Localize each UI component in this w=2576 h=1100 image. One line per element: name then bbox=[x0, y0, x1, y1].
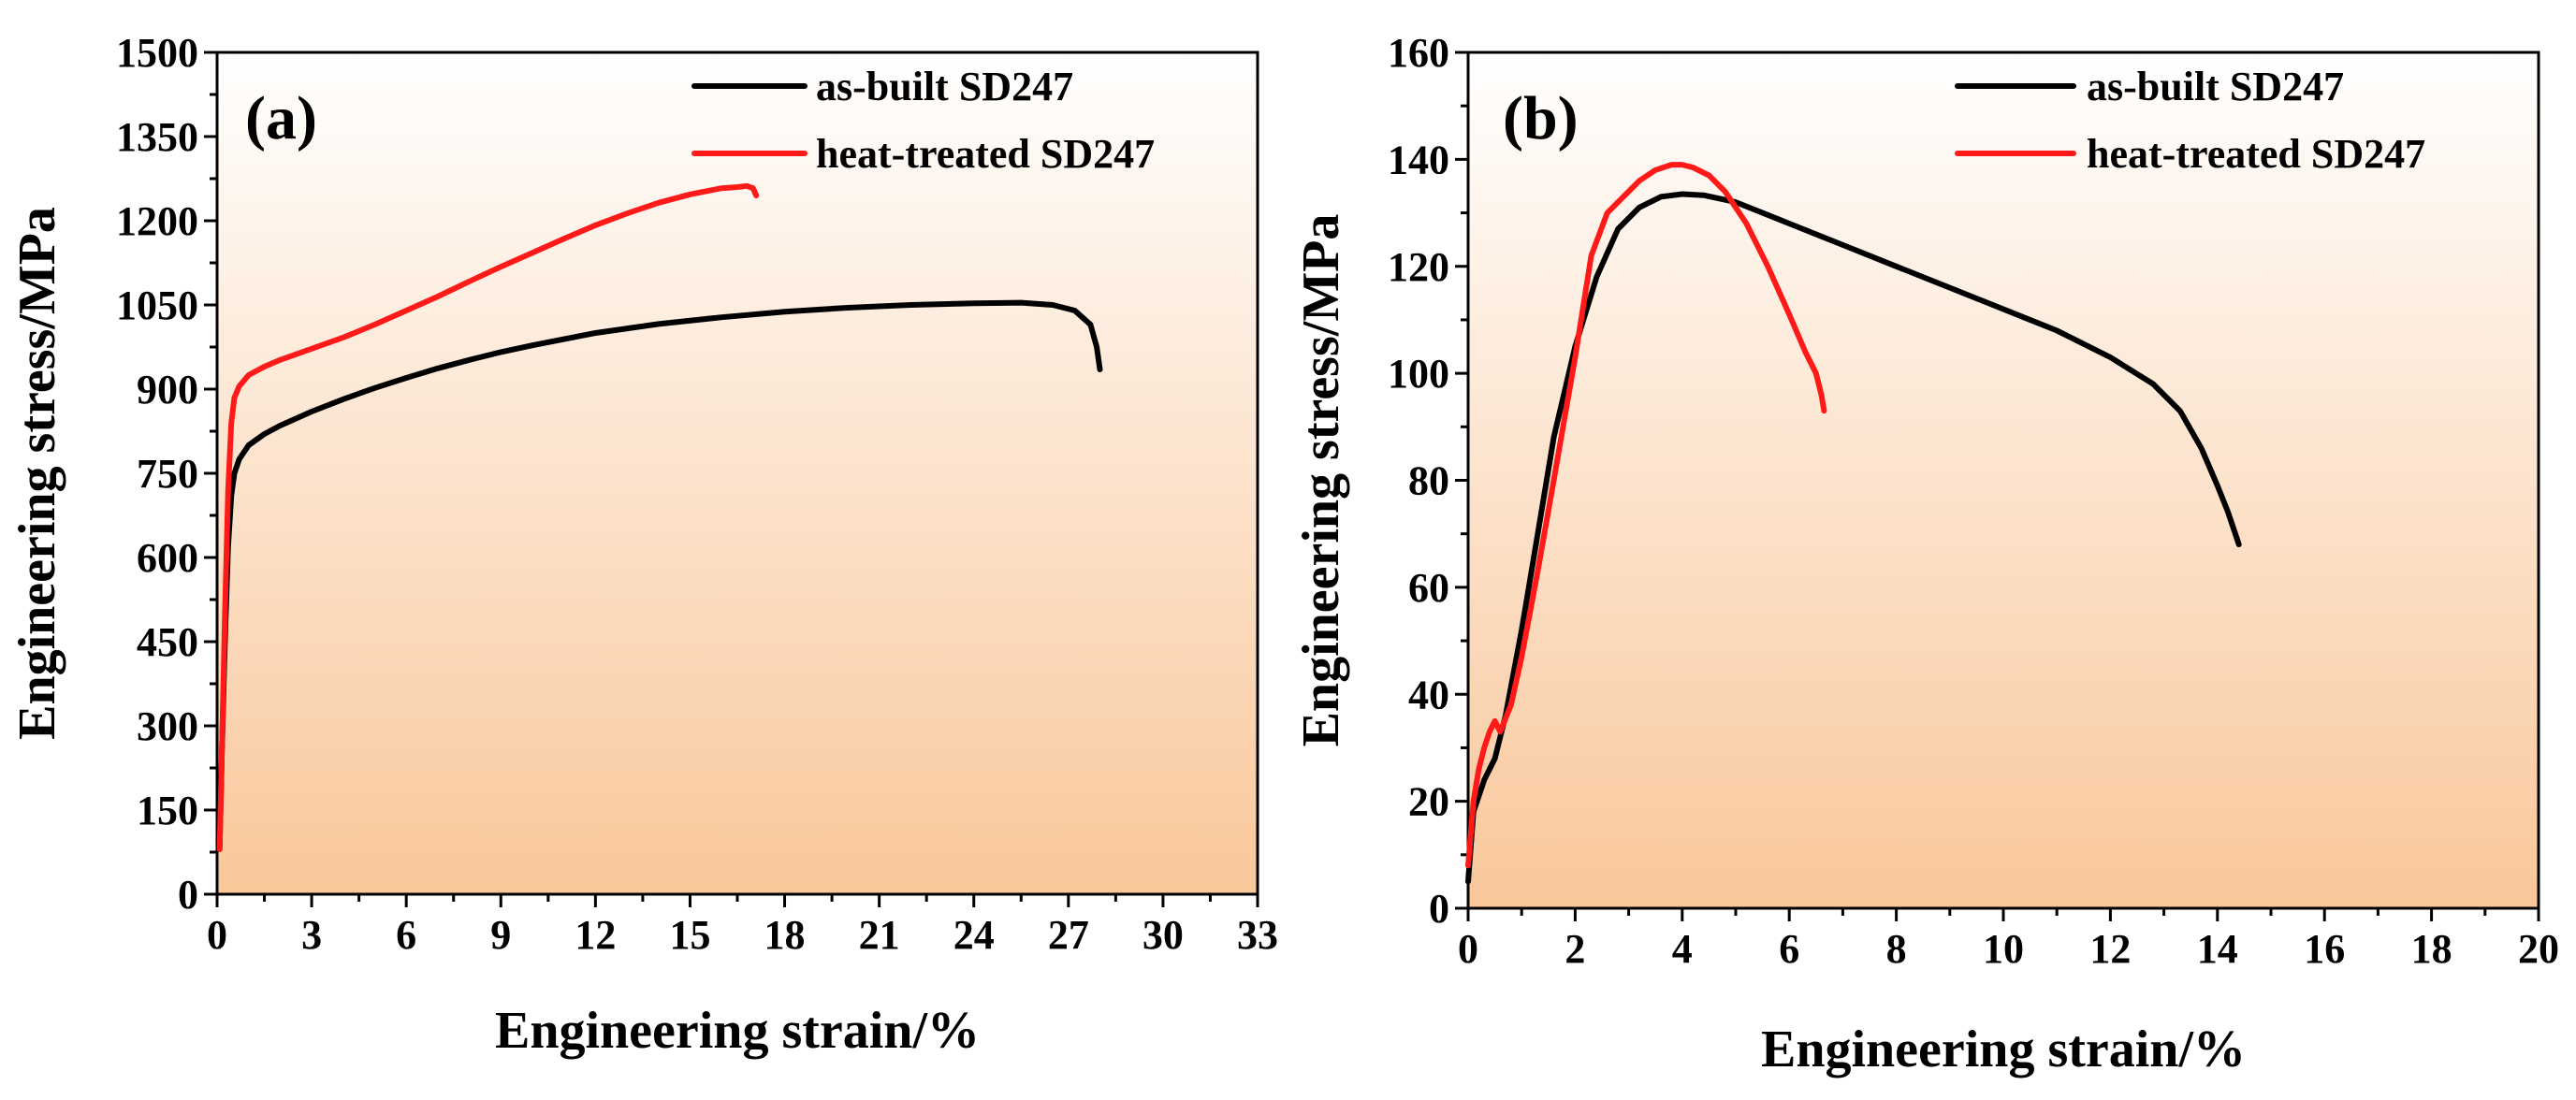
as-built-curve-a bbox=[216, 299, 1103, 852]
y-axis-title-a: Engineering stress/MPa bbox=[8, 207, 66, 740]
x-tick-label-b: 14 bbox=[2197, 926, 2238, 972]
x-axis-title-b: Engineering strain/% bbox=[1761, 1020, 2246, 1078]
tick-group-a: 0 3 6 9 12 15 18 21 24 27 30 33 0 150 300 450 600 750 900 1… bbox=[116, 30, 1278, 958]
x-tick-label-b: 8 bbox=[1886, 926, 1907, 972]
x-tick-label-b: 18 bbox=[2411, 926, 2452, 972]
y-tick-label-a: 600 bbox=[137, 535, 198, 581]
series-group-b bbox=[1465, 162, 2242, 885]
y-tick-label-b: 80 bbox=[1408, 458, 1449, 504]
y-tick-label-a: 1200 bbox=[116, 198, 198, 244]
y-tick-label-b: 120 bbox=[1388, 244, 1449, 290]
x-tick-label-a: 15 bbox=[669, 912, 710, 958]
y-tick-label-b: 0 bbox=[1429, 886, 1449, 932]
y-tick-label-b: 160 bbox=[1388, 30, 1449, 76]
y-tick-label-a: 0 bbox=[178, 872, 198, 918]
panel-label-a: (a) bbox=[245, 84, 317, 152]
y-tick-label-a: 300 bbox=[137, 703, 198, 749]
y-tick-label-a: 750 bbox=[137, 451, 198, 497]
y-tick-label-b: 100 bbox=[1388, 351, 1449, 397]
as-built-curve-b bbox=[1465, 191, 2242, 885]
y-tick-label-a: 1350 bbox=[116, 114, 198, 160]
x-tick-label-b: 16 bbox=[2304, 926, 2345, 972]
y-tick-label-a: 450 bbox=[137, 619, 198, 665]
x-tick-label-a: 30 bbox=[1142, 912, 1184, 958]
x-tick-label-b: 10 bbox=[1983, 926, 2024, 972]
panel-a: 0 3 6 9 12 15 18 21 24 27 30 33 0 150 300 450 600 750 900 1… bbox=[8, 30, 1278, 1060]
x-tick-label-a: 12 bbox=[575, 912, 616, 958]
series-group-a bbox=[216, 182, 1103, 852]
x-tick-label-a: 27 bbox=[1048, 912, 1089, 958]
x-tick-label-a: 21 bbox=[859, 912, 900, 958]
y-tick-label-b: 20 bbox=[1408, 779, 1449, 825]
x-tick-label-a: 0 bbox=[207, 912, 227, 958]
x-tick-label-a: 9 bbox=[490, 912, 511, 958]
panel-label-b: (b) bbox=[1503, 84, 1579, 152]
x-tick-label-b: 2 bbox=[1565, 926, 1585, 972]
y-tick-label-b: 140 bbox=[1388, 137, 1449, 182]
legend-b: as-built SD247 heat-treated SD247 bbox=[1955, 64, 2425, 177]
x-tick-label-b: 20 bbox=[2518, 926, 2559, 972]
plot-area-a bbox=[217, 52, 1258, 894]
x-tick-label-b: 4 bbox=[1672, 926, 1693, 972]
x-tick-label-a: 33 bbox=[1237, 912, 1278, 958]
legend-label-heat-treated-a: heat-treated SD247 bbox=[816, 131, 1155, 177]
y-tick-label-b: 40 bbox=[1408, 672, 1449, 717]
legend-label-as-built-b: as-built SD247 bbox=[2087, 64, 2344, 109]
y-tick-label-a: 150 bbox=[137, 788, 198, 833]
heat-treated-curve-b bbox=[1465, 162, 1827, 869]
legend-label-heat-treated-b: heat-treated SD247 bbox=[2087, 131, 2425, 177]
x-tick-label-b: 12 bbox=[2089, 926, 2131, 972]
y-tick-label-a: 900 bbox=[137, 367, 198, 412]
x-tick-label-b: 0 bbox=[1458, 926, 1478, 972]
heat-treated-curve-a bbox=[216, 182, 760, 852]
x-tick-label-a: 18 bbox=[764, 912, 806, 958]
x-tick-label-a: 3 bbox=[301, 912, 322, 958]
legend-a: as-built SD247 heat-treated SD247 bbox=[691, 64, 1155, 177]
panel-b: 0 2 4 6 8 10 12 14 16 18 20 0 20 40 60 80 100 120 140 160 (… bbox=[1292, 30, 2559, 1078]
y-tick-label-a: 1500 bbox=[116, 30, 198, 76]
x-tick-label-a: 6 bbox=[396, 912, 416, 958]
tick-group-b: 0 2 4 6 8 10 12 14 16 18 20 0 20 40 60 80 100 120 140 160 bbox=[1388, 30, 2559, 972]
x-tick-label-a: 24 bbox=[953, 912, 995, 958]
x-axis-title-a: Engineering strain/% bbox=[495, 1002, 980, 1060]
y-axis-title-b: Engineering stress/MPa bbox=[1292, 214, 1350, 747]
x-tick-label-b: 6 bbox=[1779, 926, 1799, 972]
legend-label-as-built-a: as-built SD247 bbox=[816, 64, 1073, 109]
y-tick-label-b: 60 bbox=[1408, 565, 1449, 611]
plot-area-b bbox=[1468, 52, 2539, 908]
y-tick-label-a: 1050 bbox=[116, 282, 198, 328]
